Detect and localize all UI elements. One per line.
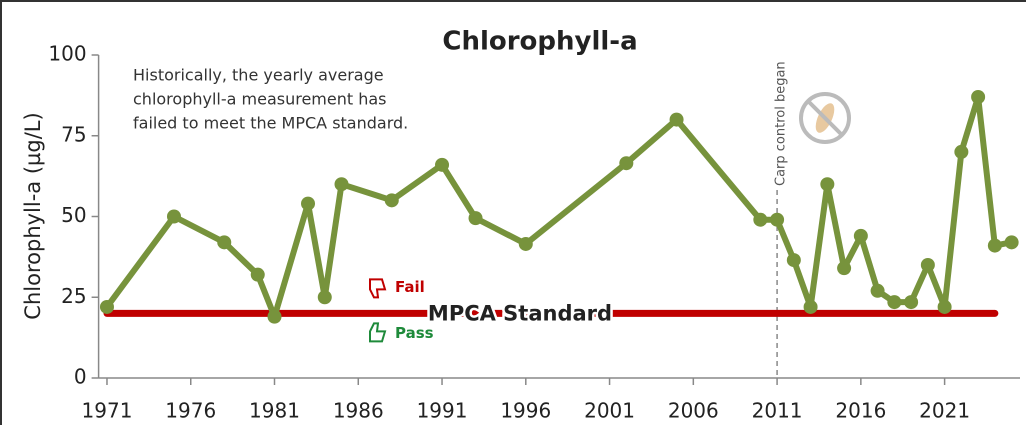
- thumbs-down-icon: [369, 278, 387, 299]
- data-point: [267, 309, 282, 324]
- annotation: Historically, the yearly average: [133, 66, 384, 85]
- x-tick-label: 2001: [584, 399, 635, 423]
- no-carp-icon: [799, 92, 851, 144]
- data-point: [770, 212, 785, 227]
- standard-label: MPCA Standard: [428, 301, 612, 325]
- data-point: [987, 238, 1002, 253]
- data-point: [166, 209, 181, 224]
- y-tick-label: 0: [74, 365, 87, 389]
- annotation: failed to meet the MPCA standard.: [133, 114, 408, 133]
- fail-label: Fail: [395, 278, 425, 296]
- data-point: [837, 261, 852, 276]
- y-tick-label: 50: [61, 203, 86, 227]
- data-point: [937, 299, 952, 314]
- data-point: [954, 144, 969, 159]
- y-tick-label: 100: [48, 42, 86, 66]
- data-point: [250, 267, 265, 282]
- data-point: [820, 177, 835, 192]
- data-point: [301, 196, 316, 211]
- data-point: [619, 156, 634, 171]
- data-point: [217, 235, 232, 250]
- y-tick-label: 75: [61, 122, 86, 146]
- data-point: [904, 295, 919, 310]
- data-point: [971, 89, 986, 104]
- x-tick-label: 1986: [333, 399, 384, 423]
- data-point: [317, 290, 332, 305]
- data-point: [853, 228, 868, 243]
- x-tick-label: 2011: [752, 399, 803, 423]
- data-point: [518, 236, 533, 251]
- data-point: [753, 212, 768, 227]
- x-tick-label: 1976: [165, 399, 216, 423]
- data-point: [803, 299, 818, 314]
- data-point: [384, 193, 399, 208]
- x-tick-label: 2016: [835, 399, 886, 423]
- data-line: [104, 93, 1013, 320]
- x-tick-label: 1996: [500, 399, 551, 423]
- data-point: [334, 177, 349, 192]
- data-point: [786, 253, 801, 268]
- data-point: [870, 283, 885, 298]
- x-tick-label: 1991: [417, 399, 468, 423]
- thumbs-up-icon: [369, 322, 387, 343]
- data-point: [435, 157, 450, 172]
- data-point: [468, 211, 483, 226]
- chart-title: Chlorophyll-a: [442, 27, 637, 57]
- data-point: [887, 295, 902, 310]
- y-tick-label: 25: [61, 284, 86, 308]
- y-axis-label: Chlorophyll-a (µg/L): [21, 112, 45, 319]
- data-point: [99, 299, 114, 314]
- pass-label: Pass: [395, 324, 434, 342]
- event-label: Carp control began: [774, 61, 789, 186]
- data-point: [669, 112, 684, 127]
- data-point: [920, 257, 935, 272]
- x-tick-label: 1971: [82, 399, 133, 423]
- x-tick-label: 2021: [919, 399, 970, 423]
- x-tick-label: 1981: [249, 399, 300, 423]
- annotation: chlorophyll-a measurement has: [133, 90, 387, 109]
- x-tick-label: 2006: [668, 399, 719, 423]
- data-point: [1004, 235, 1019, 250]
